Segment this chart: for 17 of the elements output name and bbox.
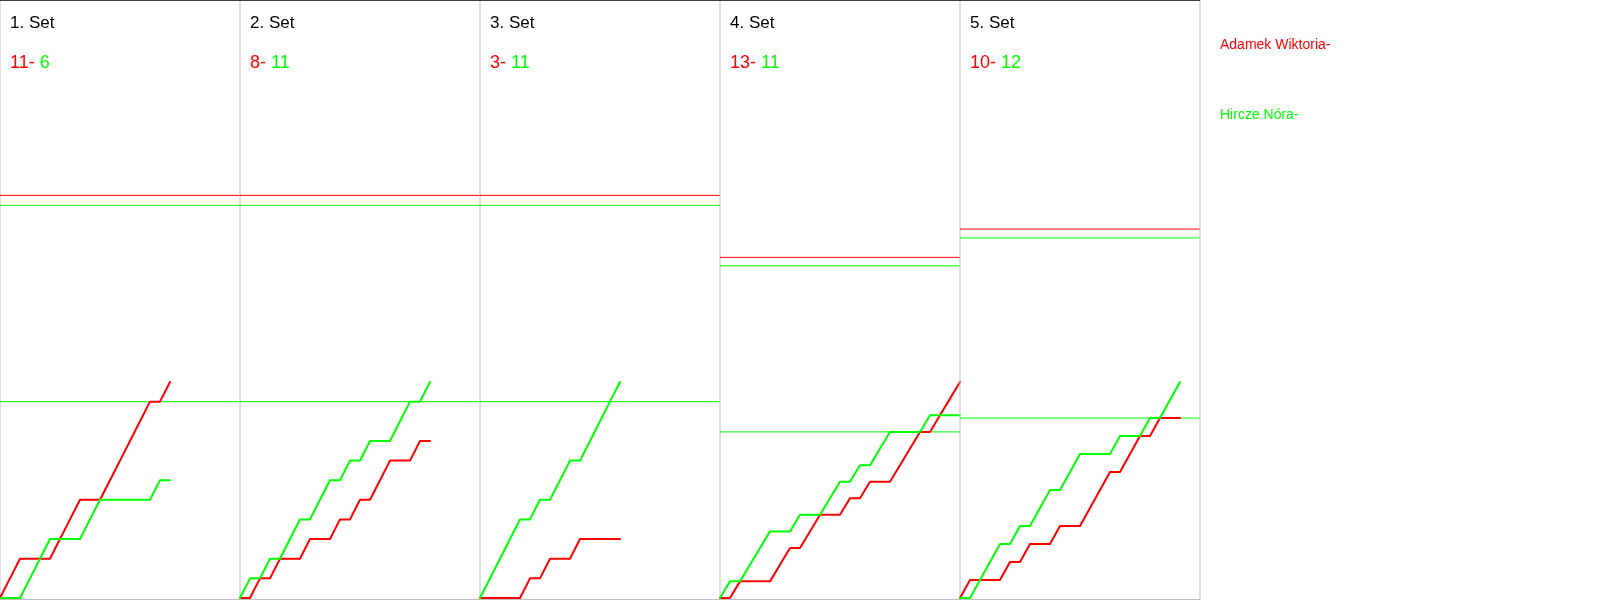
- chart-title: 1. Set: [10, 13, 55, 32]
- text: 11-: [10, 52, 35, 72]
- text: 3-: [490, 52, 507, 72]
- chart-title: 5. Set: [970, 13, 1015, 32]
- text: 6: [39, 52, 50, 72]
- text: 11: [761, 52, 780, 72]
- text: Hircze Nóra-: [1220, 106, 1299, 122]
- text: 11: [271, 52, 290, 72]
- text: 13-: [730, 52, 757, 72]
- text: 8-: [250, 52, 267, 72]
- chart-title: 2. Set: [250, 13, 295, 32]
- text: 10-: [970, 52, 997, 72]
- text: 11: [511, 52, 530, 72]
- text: 12: [1001, 52, 1022, 72]
- chart-title: 3. Set: [490, 13, 535, 32]
- chart-title: 4. Set: [730, 13, 775, 32]
- text: Adamek Wiktoria-: [1220, 36, 1331, 52]
